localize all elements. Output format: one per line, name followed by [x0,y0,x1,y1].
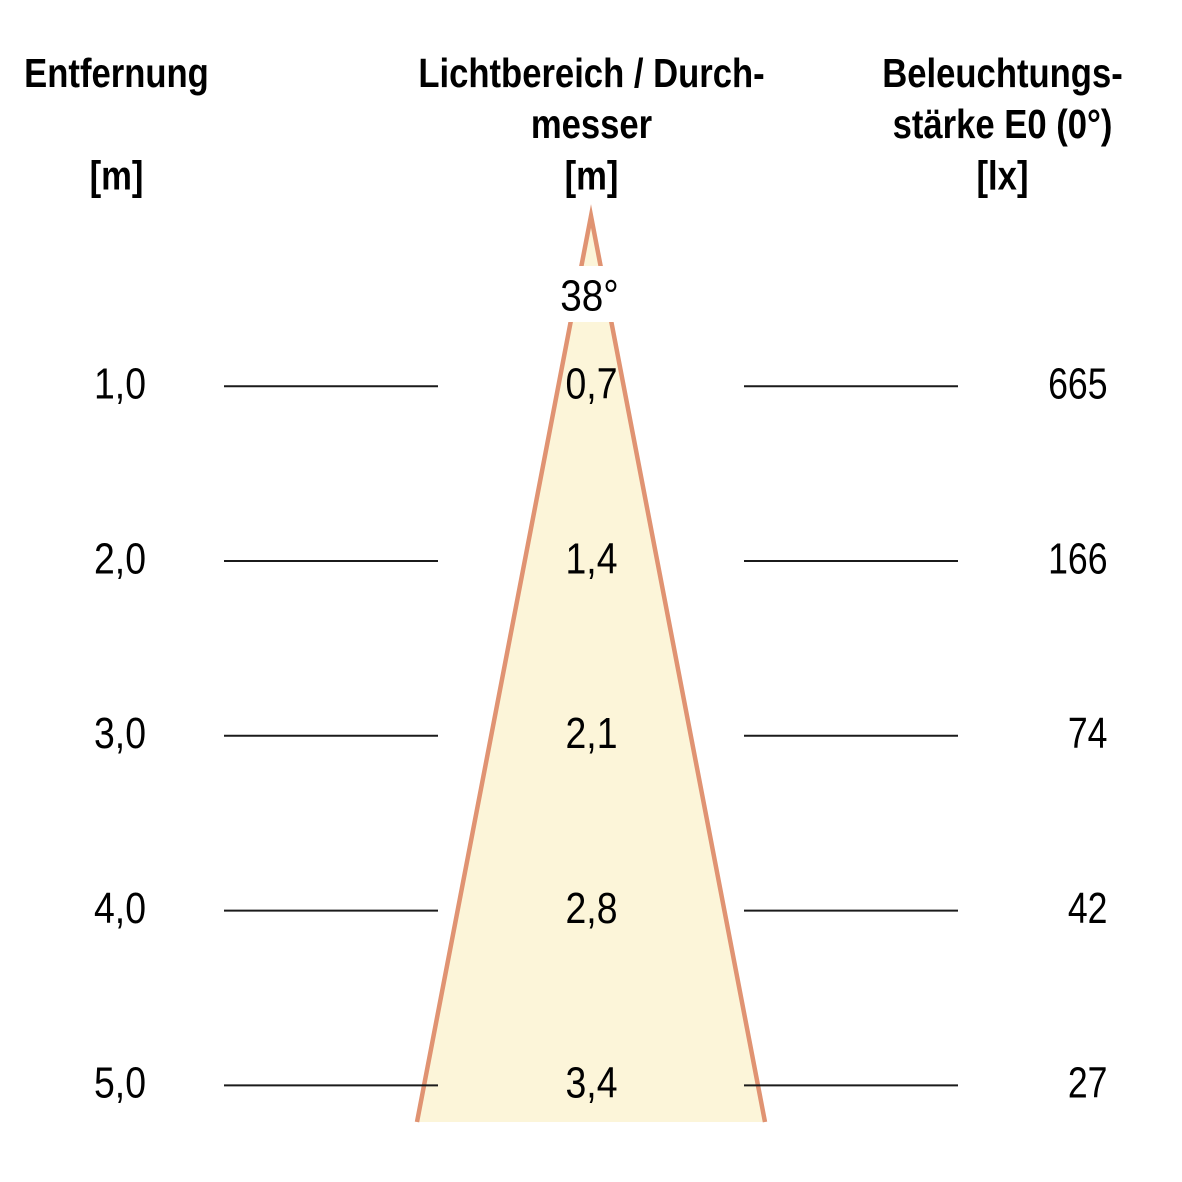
svg-text:Entfernung: Entfernung [24,51,209,96]
svg-text:665: 665 [1048,360,1107,408]
svg-text:[m]: [m] [90,154,144,199]
svg-text:messer: messer [531,102,653,147]
svg-text:38°: 38° [560,270,619,320]
svg-text:166: 166 [1048,535,1107,583]
svg-text:Beleuchtungs-: Beleuchtungs- [882,51,1123,96]
svg-text:2,8: 2,8 [566,883,618,933]
svg-text:3,0: 3,0 [94,708,146,758]
svg-text:74: 74 [1068,710,1108,758]
svg-text:4,0: 4,0 [94,883,146,933]
svg-text:Lichtbereich / Durch-: Lichtbereich / Durch- [418,51,764,96]
svg-text:3,4: 3,4 [566,1058,618,1108]
svg-text:5,0: 5,0 [94,1058,146,1108]
svg-text:2,1: 2,1 [566,708,618,758]
svg-text:2,0: 2,0 [94,533,146,583]
svg-text:42: 42 [1068,884,1108,932]
svg-text:1,4: 1,4 [566,533,618,583]
svg-text:1,0: 1,0 [94,359,146,409]
svg-text:stärke E0 (0°): stärke E0 (0°) [893,102,1113,147]
svg-text:[m]: [m] [565,154,619,199]
svg-text:27: 27 [1068,1059,1108,1107]
svg-text:[lx]: [lx] [977,154,1029,199]
svg-text:0,7: 0,7 [566,359,618,409]
